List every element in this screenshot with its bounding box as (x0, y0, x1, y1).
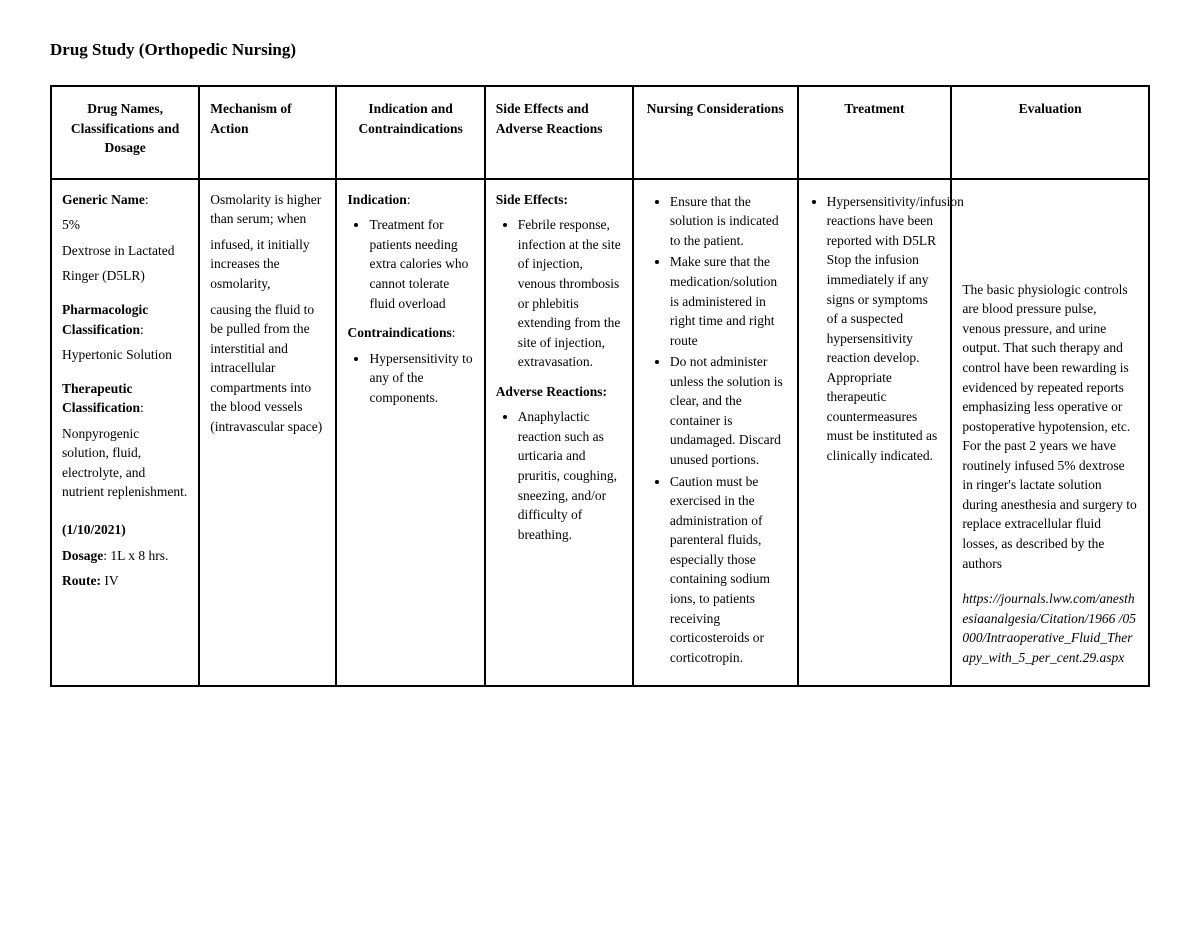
mechanism-text: Osmolarity is higher than serum; when (210, 190, 325, 229)
route-label: Route: (62, 573, 101, 588)
generic-name-value: Ringer (D5LR) (62, 266, 188, 286)
cell-side-effects: Side Effects: Febrile response, infectio… (485, 179, 633, 687)
indication-item: Treatment for patients needing extra cal… (369, 215, 473, 313)
route-value: IV (104, 573, 118, 588)
cell-evaluation: The basic physiologic controls are blood… (951, 179, 1149, 687)
col-header-indication: Indication and Contraindications (336, 86, 484, 179)
cell-treatment: Hypersensitivity/infusion reactions have… (798, 179, 952, 687)
nursing-item: Make sure that the medication/solution i… (670, 252, 787, 350)
side-effects-label: Side Effects: (496, 190, 622, 210)
cell-indication: Indication: Treatment for patients needi… (336, 179, 484, 687)
pharm-class-label: Pharmacologic Classification (62, 302, 148, 337)
col-header-drug-names: Drug Names, Classifications and Dosage (51, 86, 199, 179)
contraindication-item: Hypersensitivity to any of the component… (369, 349, 473, 408)
pharm-class-value: Hypertonic Solution (62, 345, 188, 365)
treatment-item: Hypersensitivity/infusion reactions have… (827, 192, 941, 466)
generic-name-value: 5% (62, 215, 188, 235)
col-header-mechanism: Mechanism of Action (199, 86, 336, 179)
nursing-item: Caution must be exercised in the adminis… (670, 472, 787, 668)
evaluation-url: https://journals.lww.com/anesthesiaanalg… (962, 589, 1138, 667)
date-value: (1/10/2021) (62, 520, 188, 540)
generic-name-label: Generic Name (62, 192, 145, 207)
col-header-nursing: Nursing Considerations (633, 86, 798, 179)
drug-study-table: Drug Names, Classifications and Dosage M… (50, 85, 1150, 687)
nursing-item: Ensure that the solution is indicated to… (670, 192, 787, 251)
ther-class-value: Nonpyrogenic solution, fluid, electrolyt… (62, 424, 188, 502)
evaluation-text: The basic physiologic controls are blood… (962, 280, 1138, 573)
side-effect-item: Febrile response, infection at the site … (518, 215, 622, 372)
table-row: Generic Name: 5% Dextrose in Lactated Ri… (51, 179, 1149, 687)
col-header-evaluation: Evaluation (951, 86, 1149, 179)
mechanism-text: infused, it initially increases the osmo… (210, 235, 325, 294)
adverse-reactions-label: Adverse Reactions: (496, 382, 622, 402)
generic-name-value: Dextrose in Lactated (62, 241, 188, 261)
dosage-value: 1L x 8 hrs. (110, 548, 168, 563)
cell-mechanism: Osmolarity is higher than serum; when in… (199, 179, 336, 687)
cell-drug-names: Generic Name: 5% Dextrose in Lactated Ri… (51, 179, 199, 687)
ther-class-label: Therapeutic Classification (62, 381, 140, 416)
contraindications-label: Contraindications (347, 325, 451, 340)
page-title: Drug Study (Orthopedic Nursing) (50, 40, 1150, 60)
adverse-reaction-item: Anaphylactic reaction such as urticaria … (518, 407, 622, 544)
indication-label: Indication (347, 192, 406, 207)
table-header-row: Drug Names, Classifications and Dosage M… (51, 86, 1149, 179)
col-header-treatment: Treatment (798, 86, 952, 179)
dosage-label: Dosage (62, 548, 103, 563)
nursing-item: Do not administer unless the solution is… (670, 352, 787, 469)
mechanism-text: causing the fluid to be pulled from the … (210, 300, 325, 437)
col-header-side-effects: Side Effects and Adverse Reactions (485, 86, 633, 179)
cell-nursing: Ensure that the solution is indicated to… (633, 179, 798, 687)
